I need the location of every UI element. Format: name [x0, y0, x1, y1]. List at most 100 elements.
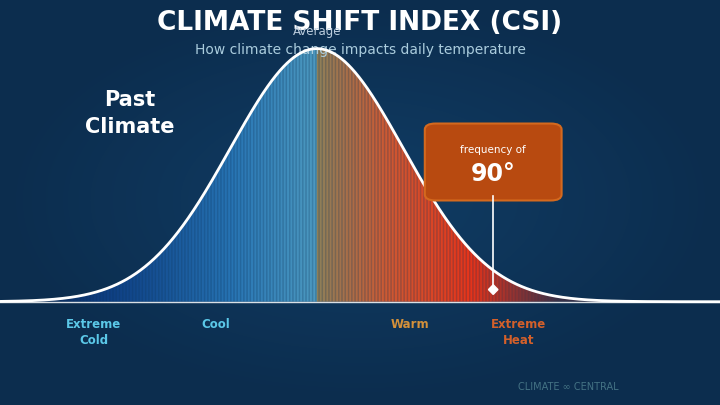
Polygon shape [397, 138, 399, 302]
Polygon shape [294, 56, 295, 302]
Polygon shape [179, 230, 180, 302]
Polygon shape [390, 125, 392, 302]
Polygon shape [608, 301, 609, 302]
Polygon shape [346, 62, 347, 302]
Polygon shape [360, 78, 361, 302]
Polygon shape [327, 50, 328, 302]
Polygon shape [200, 198, 202, 302]
Polygon shape [161, 250, 163, 302]
Polygon shape [82, 295, 84, 302]
Polygon shape [611, 301, 612, 302]
Polygon shape [261, 95, 262, 302]
Text: Extreme
Heat: Extreme Heat [491, 318, 546, 347]
Polygon shape [369, 90, 370, 302]
Polygon shape [429, 193, 431, 302]
Polygon shape [259, 97, 261, 302]
Polygon shape [320, 49, 321, 302]
Polygon shape [564, 298, 566, 302]
Polygon shape [541, 293, 543, 302]
Polygon shape [418, 174, 419, 302]
Polygon shape [131, 276, 132, 302]
Polygon shape [521, 286, 523, 302]
Polygon shape [425, 186, 426, 302]
Polygon shape [579, 299, 580, 302]
Polygon shape [423, 183, 425, 302]
Polygon shape [518, 285, 520, 302]
Polygon shape [595, 300, 596, 302]
Polygon shape [598, 301, 599, 302]
Polygon shape [626, 301, 628, 302]
Polygon shape [455, 231, 456, 302]
Polygon shape [203, 193, 204, 302]
Polygon shape [572, 298, 573, 302]
Polygon shape [71, 297, 72, 302]
Polygon shape [540, 293, 541, 302]
Polygon shape [245, 120, 246, 302]
Polygon shape [45, 300, 46, 302]
Polygon shape [236, 135, 238, 302]
Polygon shape [350, 66, 351, 302]
Polygon shape [228, 151, 229, 302]
Polygon shape [389, 123, 390, 302]
Polygon shape [19, 301, 20, 302]
Polygon shape [552, 295, 553, 302]
Polygon shape [279, 70, 281, 302]
Polygon shape [527, 289, 528, 302]
Polygon shape [72, 297, 73, 302]
Polygon shape [168, 242, 170, 302]
Polygon shape [459, 237, 461, 302]
Polygon shape [49, 300, 50, 302]
Polygon shape [498, 274, 500, 302]
Polygon shape [65, 298, 66, 302]
Polygon shape [281, 68, 282, 302]
Polygon shape [186, 220, 187, 302]
Polygon shape [469, 249, 471, 302]
Polygon shape [137, 272, 138, 302]
Polygon shape [516, 284, 517, 302]
Polygon shape [550, 295, 552, 302]
Polygon shape [353, 70, 354, 302]
Polygon shape [577, 299, 579, 302]
Text: How climate change impacts daily temperature: How climate change impacts daily tempera… [194, 43, 526, 57]
Polygon shape [317, 49, 318, 302]
Polygon shape [490, 267, 491, 302]
Polygon shape [539, 292, 540, 302]
Polygon shape [619, 301, 621, 302]
Polygon shape [312, 49, 314, 302]
Polygon shape [454, 230, 455, 302]
Polygon shape [223, 158, 225, 302]
Polygon shape [310, 49, 311, 302]
Polygon shape [599, 301, 600, 302]
Polygon shape [275, 75, 276, 302]
Polygon shape [156, 256, 157, 302]
Polygon shape [412, 164, 413, 302]
Polygon shape [143, 267, 144, 302]
Polygon shape [66, 298, 68, 302]
Polygon shape [69, 297, 71, 302]
Polygon shape [242, 125, 243, 302]
Polygon shape [361, 80, 363, 302]
Polygon shape [415, 168, 416, 302]
Polygon shape [416, 171, 418, 302]
Polygon shape [508, 280, 510, 302]
Polygon shape [114, 285, 115, 302]
Polygon shape [197, 202, 199, 302]
Polygon shape [544, 294, 546, 302]
Polygon shape [276, 73, 278, 302]
Polygon shape [58, 299, 59, 302]
Polygon shape [194, 207, 196, 302]
Polygon shape [39, 300, 40, 302]
Polygon shape [298, 53, 300, 302]
Polygon shape [400, 143, 402, 302]
Polygon shape [13, 301, 14, 302]
Polygon shape [625, 301, 626, 302]
Polygon shape [140, 270, 141, 302]
Polygon shape [226, 153, 228, 302]
Polygon shape [392, 128, 393, 302]
Polygon shape [487, 265, 488, 302]
Polygon shape [297, 54, 298, 302]
Polygon shape [464, 242, 465, 302]
Polygon shape [272, 78, 274, 302]
Polygon shape [511, 281, 513, 302]
Polygon shape [328, 51, 330, 302]
